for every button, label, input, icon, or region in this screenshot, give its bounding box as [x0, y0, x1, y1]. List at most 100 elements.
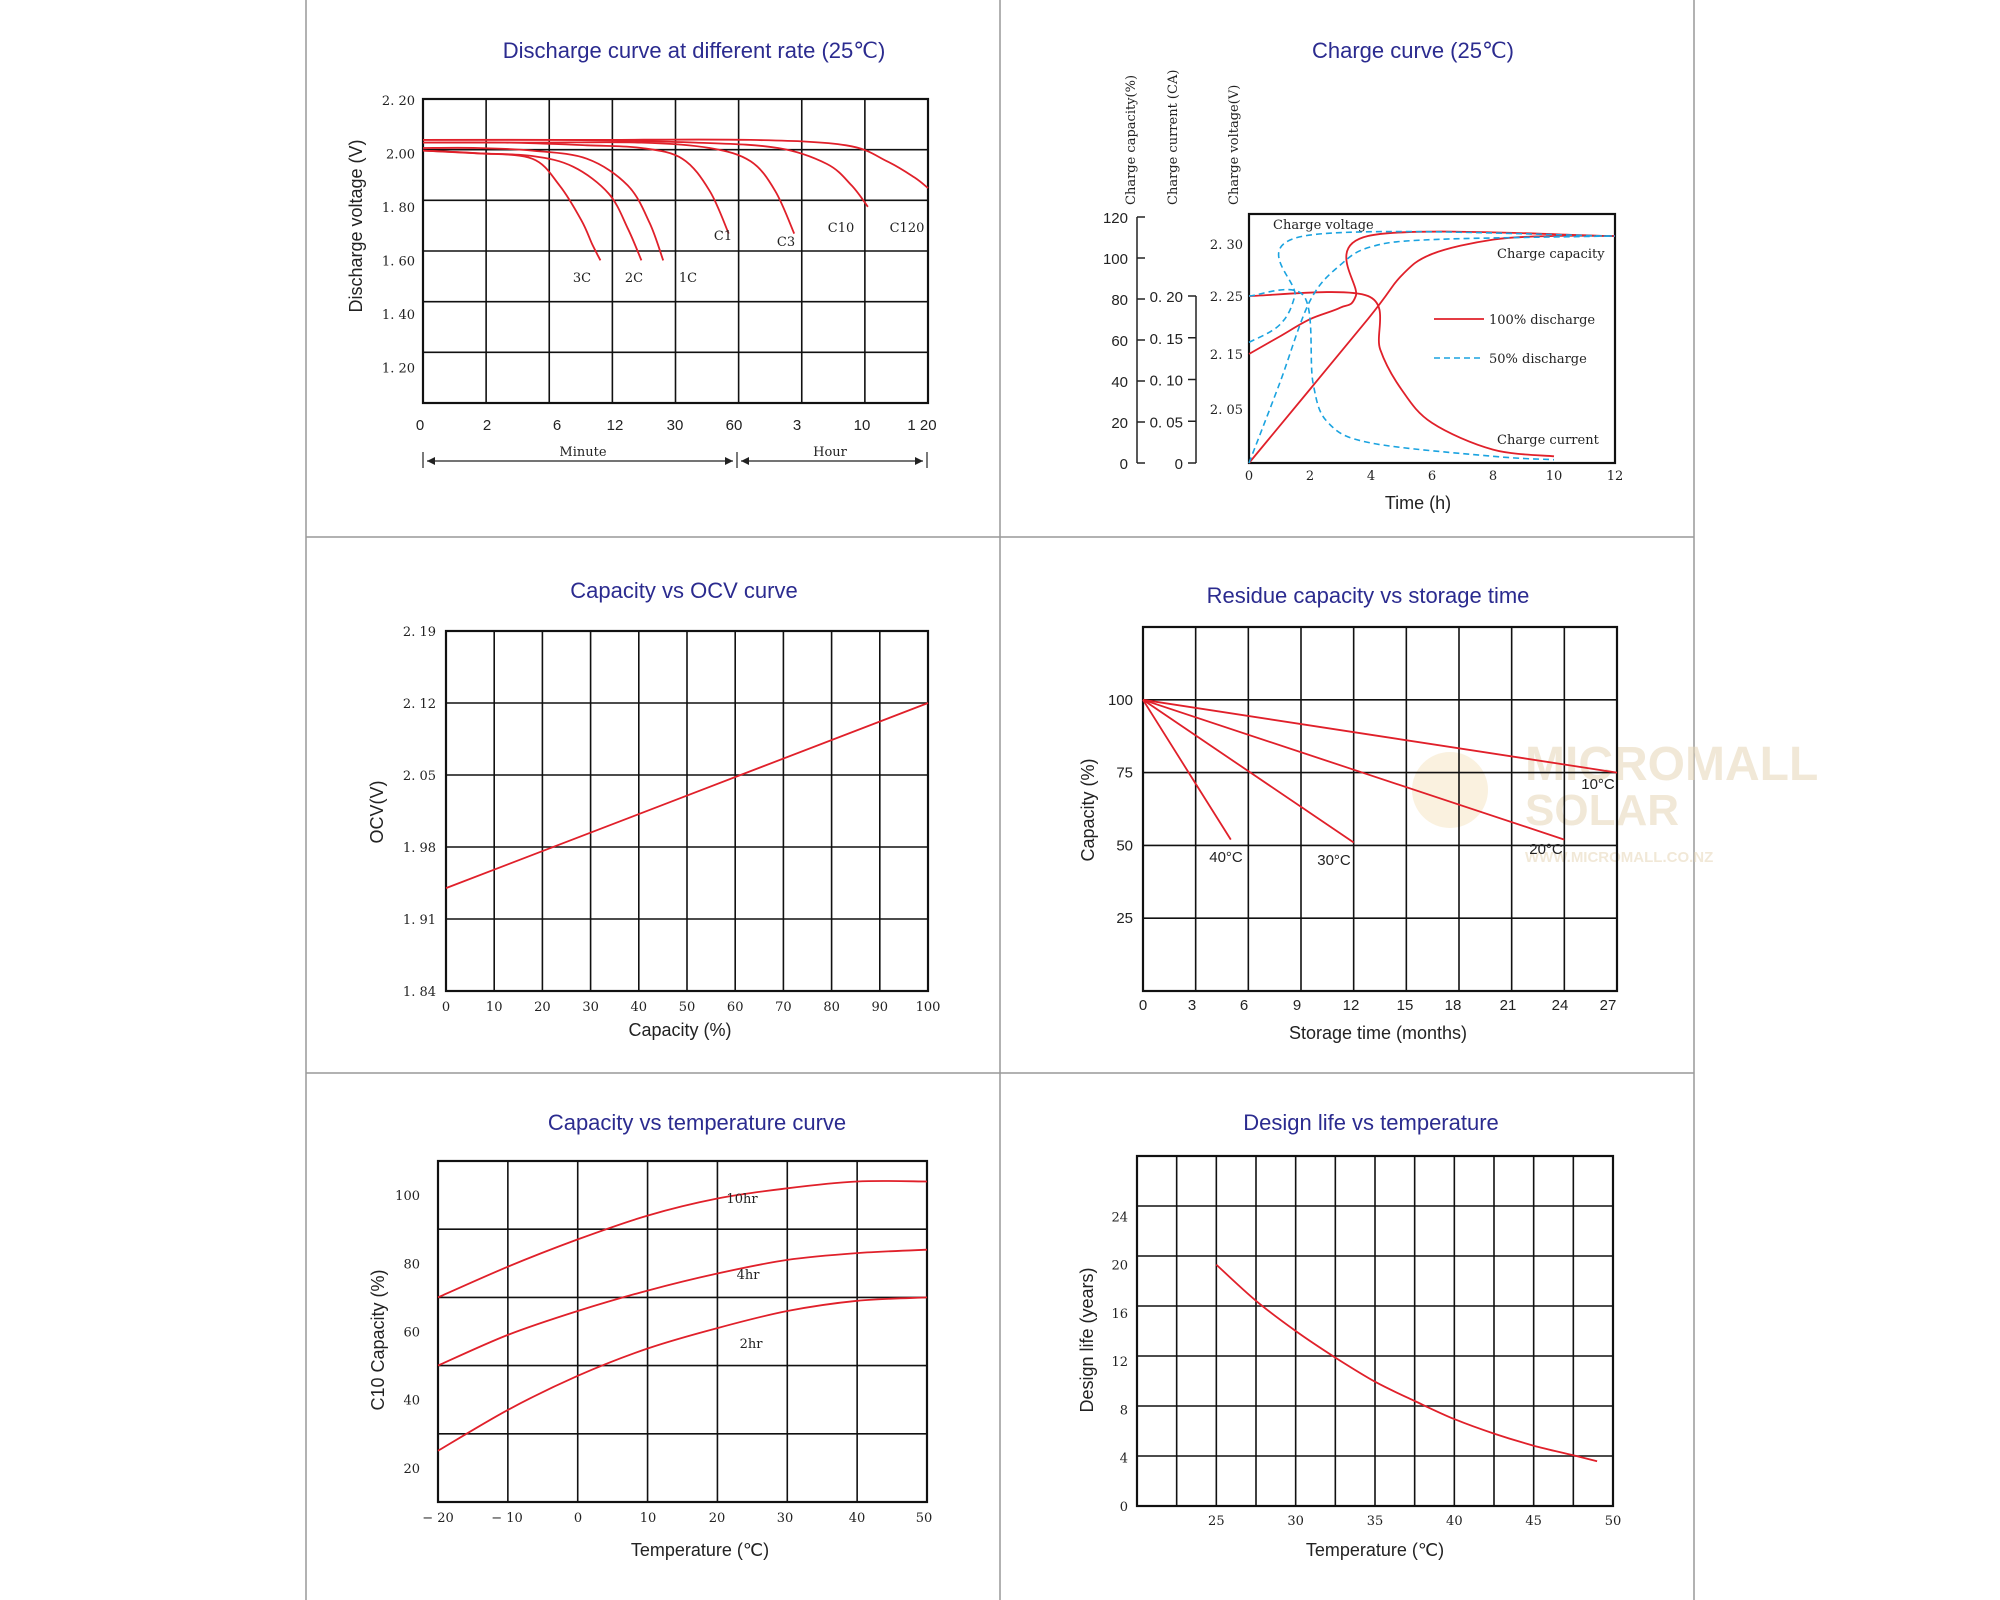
discharge-xtick-label: 6	[553, 417, 561, 434]
discharge-series-2C	[422, 149, 643, 261]
residue-xtick-label: 9	[1293, 997, 1301, 1014]
ocv-xlabel: Capacity (%)	[628, 1020, 731, 1040]
charge-plot: 0 2 4 6 8 10 12 120 100 80 60 40 20 0 0. 20 0. 15 0. 10 0…	[1103, 210, 1623, 484]
charge-xtick-label: 8	[1489, 469, 1497, 484]
ocv-ytick-label: 1. 84	[403, 985, 436, 1000]
ocv-ytick-label: 1. 91	[403, 913, 436, 928]
designlife-xtick-label: 25	[1208, 1514, 1225, 1529]
designlife-ylabel: Design life (years)	[1077, 1267, 1097, 1412]
ocv-xtick-label: 30	[582, 1000, 599, 1015]
ocv-ytick-label: 2. 12	[403, 697, 436, 712]
designlife-ytick-label: 16	[1111, 1307, 1128, 1322]
charge-ylabel-current: Charge current (CA)	[1166, 70, 1181, 205]
charge-series-50-charge-capacity	[1248, 235, 1616, 464]
captemp-ytick-label: 40	[403, 1394, 420, 1409]
designlife-ytick-label: 24	[1111, 1210, 1128, 1225]
captemp-xlabel: Temperature (℃)	[631, 1540, 769, 1560]
discharge-ylabel: Discharge voltage (V)	[346, 139, 366, 312]
discharge-xtick-label: 30	[667, 417, 684, 434]
charge-xtick-label: 12	[1607, 469, 1624, 484]
charge-ylabel-voltage: Charge voltage(V)	[1227, 85, 1242, 205]
captemp-plot: − 20 − 10 0 10 20 30 40 50 100 80 60 40 20 10hr 4hr 2hr	[395, 1159, 933, 1526]
residue-plot-frame	[1141, 625, 1619, 993]
charge-annotation-capacity: Charge capacity	[1497, 247, 1605, 262]
residue-plot: 0 3 6 9 12 15 18 21 24 27 100 75 50 25 10°C 20°C 30°C 40°…	[1108, 625, 1619, 1014]
charge-legend-label-50: 50% discharge	[1489, 352, 1587, 367]
discharge-group-hour: Hour	[813, 445, 848, 460]
captemp-chart: Capacity vs temperature curve C10 Capaci…	[368, 1110, 932, 1560]
discharge-ytick-label: 1. 60	[382, 254, 415, 269]
charge-capacity-tick-label: 80	[1111, 292, 1128, 309]
discharge-series-C120	[423, 138, 929, 189]
ocv-xtick-label: 90	[872, 1000, 889, 1015]
residue-title: Residue capacity vs storage time	[1207, 583, 1530, 608]
ocv-ylabel: OCV(V)	[367, 781, 387, 844]
charge-capacity-tick-label: 0	[1120, 456, 1128, 473]
panel-borders	[305, 0, 1695, 1600]
residue-chart: Residue capacity vs storage time Capacit…	[1078, 583, 1619, 1043]
discharge-group-minute: Minute	[559, 445, 606, 460]
discharge-series-label: C1	[714, 229, 732, 244]
residue-ytick-label: 75	[1116, 765, 1133, 782]
watermark-line1: MICROMALL	[1525, 738, 1818, 791]
discharge-xtick-label: 12	[607, 417, 624, 434]
charge-xtick-label: 2	[1306, 469, 1314, 484]
captemp-xtick-label: 30	[777, 1511, 794, 1526]
charge-chart: Charge curve (25℃) Charge capacity(%) Ch…	[1103, 38, 1623, 513]
charge-series-100-charge-capacity	[1248, 234, 1616, 464]
residue-ytick-label: 50	[1116, 837, 1133, 854]
captemp-plot-frame	[436, 1159, 929, 1504]
charge-voltage-tick-label: 2. 30	[1210, 238, 1243, 253]
discharge-xtick-label: 60	[726, 417, 743, 434]
designlife-xtick-label: 30	[1287, 1514, 1304, 1529]
discharge-ytick-label: 2.00	[386, 147, 415, 162]
charge-xtick-label: 10	[1546, 469, 1563, 484]
discharge-title: Discharge curve at different rate (25℃)	[503, 38, 886, 63]
charge-voltage-tick-label: 2. 25	[1210, 290, 1243, 305]
designlife-ytick-label: 4	[1120, 1452, 1128, 1467]
residue-xtick-label: 6	[1240, 997, 1248, 1014]
ocv-ytick-label: 2. 05	[403, 769, 436, 784]
charge-current-tick-label: 0. 10	[1150, 373, 1183, 390]
charge-legend-label-100: 100% discharge	[1489, 313, 1595, 328]
charge-voltage-tick-label: 2. 05	[1210, 403, 1243, 418]
residue-xtick-label: 27	[1600, 997, 1617, 1014]
charge-capacity-tick-label: 60	[1111, 333, 1128, 350]
discharge-series-C3	[423, 141, 796, 234]
ocv-xtick-label: 70	[775, 1000, 792, 1015]
charge-capacity-tick-label: 40	[1111, 374, 1128, 391]
discharge-ytick-label: 1. 20	[382, 361, 415, 376]
designlife-xlabel: Temperature (℃)	[1306, 1540, 1444, 1560]
captemp-xtick-label: − 20	[422, 1511, 454, 1526]
designlife-chart: Design life vs temperature Design life (…	[1077, 1110, 1621, 1560]
residue-series-label: 40°C	[1209, 849, 1243, 866]
charge-xlabel: Time (h)	[1385, 493, 1451, 513]
captemp-xtick-label: 50	[916, 1511, 933, 1526]
residue-series-line	[1142, 698, 1618, 774]
residue-series-label: 20°C	[1529, 841, 1563, 858]
captemp-series-2hr	[437, 1296, 928, 1452]
captemp-xtick-label: 10	[640, 1511, 657, 1526]
captemp-series-label: 2hr	[740, 1337, 764, 1352]
watermark-sun-icon	[1412, 752, 1488, 828]
captemp-ytick-label: 100	[395, 1189, 420, 1204]
watermark-line2: SOLAR	[1525, 786, 1679, 835]
captemp-xtick-label: 40	[849, 1511, 866, 1526]
charge-plot-frame	[1247, 212, 1617, 465]
residue-series-line	[1142, 699, 1355, 844]
captemp-xtick-label: 20	[709, 1511, 726, 1526]
charge-current-tick-label: 0	[1175, 456, 1183, 473]
captemp-series-label: 10hr	[726, 1192, 758, 1207]
residue-xtick-label: 3	[1188, 997, 1196, 1014]
designlife-ytick-label: 8	[1120, 1403, 1128, 1418]
residue-xlabel: Storage time (months)	[1289, 1023, 1467, 1043]
residue-xtick-label: 12	[1343, 997, 1360, 1014]
residue-series-label: 30°C	[1317, 852, 1351, 869]
charge-capacity-tick-label: 100	[1103, 251, 1128, 268]
discharge-xtick-label: 0	[416, 417, 424, 434]
ocv-xtick-label: 100	[916, 1000, 941, 1015]
residue-series-label: 10°C	[1581, 776, 1615, 793]
discharge-series-label: 2C	[625, 271, 643, 286]
designlife-xtick-label: 40	[1446, 1514, 1463, 1529]
